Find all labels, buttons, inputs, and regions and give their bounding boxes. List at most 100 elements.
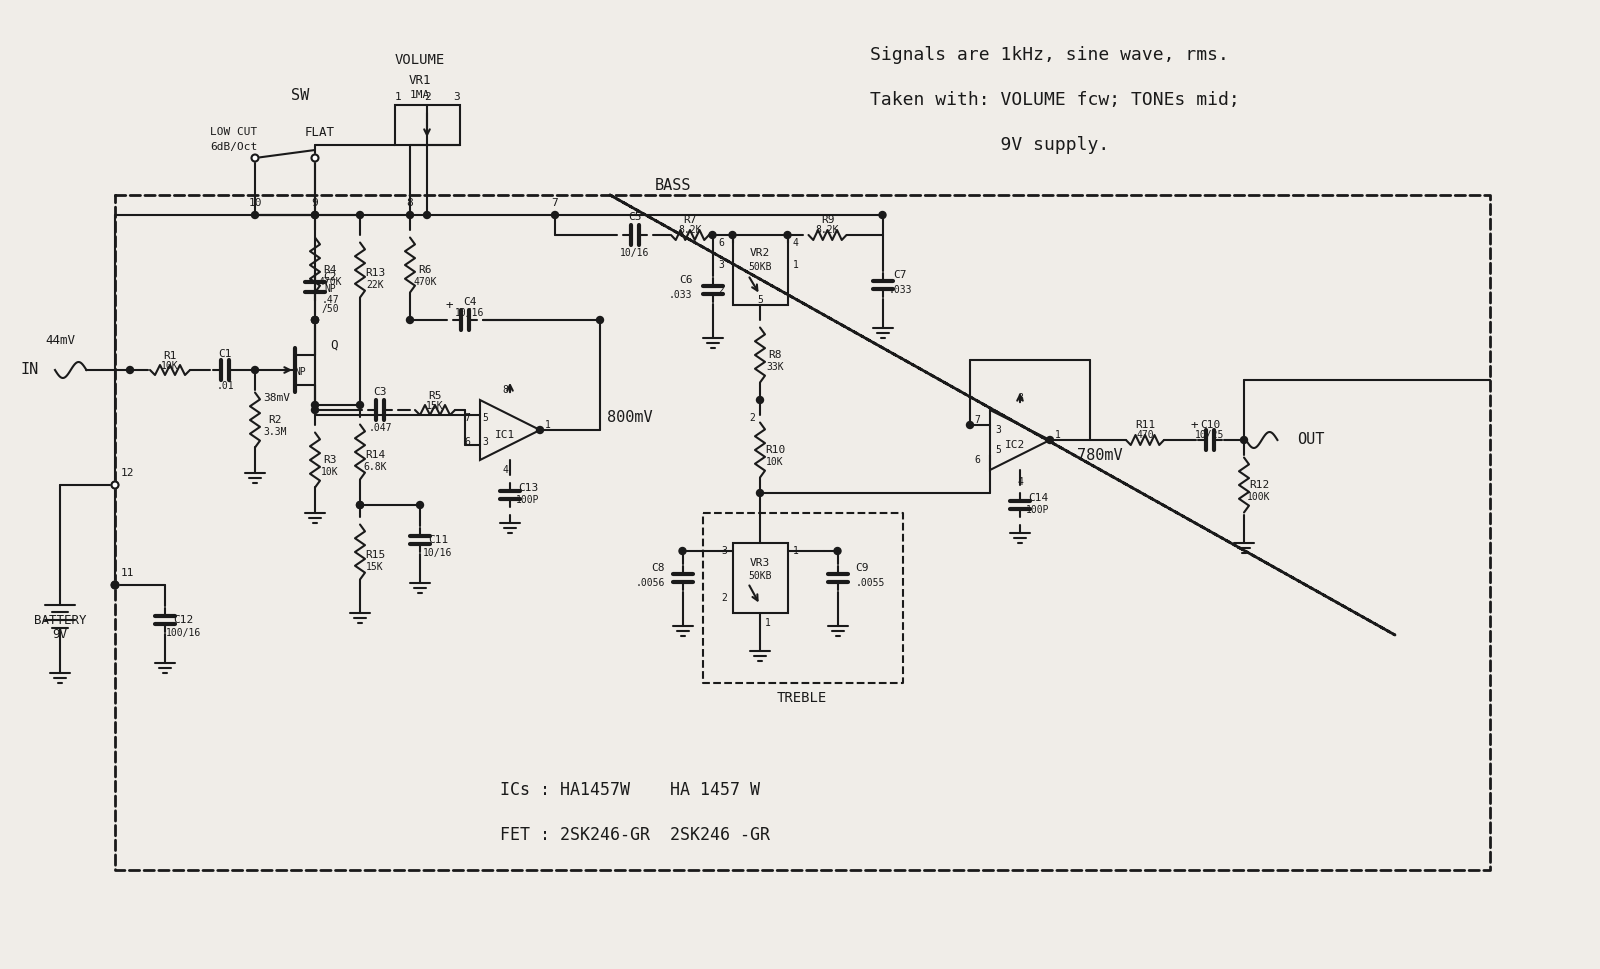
- Text: C13: C13: [518, 483, 538, 493]
- Text: R8: R8: [768, 350, 782, 360]
- Bar: [395, 105, 461, 145]
- Text: SW: SW: [291, 87, 309, 103]
- Text: 22K: 22K: [366, 280, 384, 290]
- Text: 10K: 10K: [322, 467, 339, 477]
- Text: .47: .47: [322, 295, 339, 305]
- Text: 100P: 100P: [517, 495, 539, 505]
- Circle shape: [709, 232, 717, 238]
- Text: 3.3M: 3.3M: [264, 427, 286, 437]
- Circle shape: [597, 317, 603, 324]
- Text: VR1: VR1: [408, 74, 432, 86]
- Text: 4: 4: [502, 465, 507, 475]
- Circle shape: [126, 366, 133, 373]
- Text: .0055: .0055: [856, 578, 885, 588]
- Circle shape: [251, 366, 259, 373]
- Bar: [733, 235, 787, 305]
- Text: Q: Q: [330, 338, 338, 352]
- Text: 38mV: 38mV: [262, 393, 290, 403]
- Text: 7: 7: [464, 413, 470, 423]
- Text: TREBLE: TREBLE: [778, 691, 827, 705]
- Text: 44mV: 44mV: [45, 333, 75, 347]
- Text: 1: 1: [765, 618, 771, 628]
- Text: R1: R1: [163, 351, 176, 361]
- Text: R7: R7: [683, 215, 696, 225]
- Text: R13: R13: [365, 268, 386, 278]
- Text: 10K: 10K: [766, 457, 784, 467]
- Text: 3: 3: [995, 425, 1002, 435]
- Text: C4: C4: [464, 297, 477, 307]
- Text: 6: 6: [718, 238, 725, 248]
- Text: 12: 12: [120, 468, 134, 478]
- Text: 3: 3: [722, 546, 728, 556]
- Text: 7: 7: [552, 198, 558, 208]
- Text: 8: 8: [502, 385, 507, 395]
- Text: 9V supply.: 9V supply.: [870, 136, 1109, 154]
- Text: C11: C11: [427, 535, 448, 545]
- Text: VR2: VR2: [750, 248, 770, 258]
- Text: C2: C2: [323, 272, 336, 282]
- Circle shape: [112, 581, 118, 588]
- Circle shape: [312, 401, 318, 409]
- Text: 3: 3: [718, 260, 725, 270]
- Circle shape: [357, 502, 363, 509]
- Text: 6dB/Oct: 6dB/Oct: [210, 142, 258, 152]
- Text: 50KB: 50KB: [749, 571, 771, 581]
- Text: Signals are 1kHz, sine wave, rms.: Signals are 1kHz, sine wave, rms.: [870, 46, 1229, 64]
- Text: 2: 2: [718, 285, 725, 295]
- Text: 100K: 100K: [1248, 492, 1270, 502]
- Circle shape: [251, 211, 259, 218]
- Text: 9: 9: [312, 198, 318, 208]
- Circle shape: [312, 407, 318, 414]
- Text: R10: R10: [765, 445, 786, 455]
- Text: 4: 4: [792, 238, 798, 248]
- Text: 50KB: 50KB: [749, 262, 771, 272]
- Circle shape: [1046, 436, 1053, 444]
- Text: BASS: BASS: [654, 177, 691, 193]
- Text: 10/16: 10/16: [621, 248, 650, 258]
- Text: 10/16: 10/16: [456, 308, 485, 318]
- Text: +: +: [1190, 420, 1198, 432]
- Text: 5: 5: [757, 295, 763, 305]
- Circle shape: [312, 211, 318, 218]
- Text: C7: C7: [894, 270, 907, 280]
- Circle shape: [834, 547, 842, 554]
- Text: 8.2K: 8.2K: [678, 225, 702, 235]
- Text: 4: 4: [1018, 477, 1022, 487]
- Text: 1MA: 1MA: [410, 90, 430, 100]
- Text: VR3: VR3: [750, 558, 770, 568]
- Text: 2: 2: [722, 593, 728, 603]
- Text: 470: 470: [1136, 430, 1154, 440]
- Text: 6: 6: [974, 455, 979, 465]
- Text: 100P: 100P: [1026, 505, 1050, 515]
- Text: Taken with: VOLUME fcw; TONEs mid;: Taken with: VOLUME fcw; TONEs mid;: [870, 91, 1240, 109]
- Text: 2: 2: [424, 92, 430, 102]
- Text: C5: C5: [629, 212, 642, 222]
- Text: ICs : HA1457W    HA 1457 W: ICs : HA1457W HA 1457 W: [499, 781, 760, 799]
- Text: C3: C3: [373, 387, 387, 397]
- Text: 5: 5: [995, 445, 1002, 455]
- Circle shape: [406, 211, 413, 218]
- Text: C1: C1: [218, 349, 232, 359]
- Text: R4: R4: [323, 265, 336, 275]
- Text: 5: 5: [482, 413, 488, 423]
- Text: 8: 8: [1018, 393, 1022, 403]
- Circle shape: [416, 502, 424, 509]
- Circle shape: [251, 154, 259, 162]
- Text: .01: .01: [216, 381, 234, 391]
- Text: 8: 8: [406, 198, 413, 208]
- Text: 1: 1: [792, 546, 798, 556]
- Text: 33K: 33K: [766, 362, 784, 372]
- Text: IN: IN: [19, 362, 38, 378]
- Text: 2: 2: [749, 413, 755, 423]
- Circle shape: [357, 211, 363, 218]
- Circle shape: [112, 581, 118, 588]
- Circle shape: [730, 232, 736, 238]
- Circle shape: [757, 396, 763, 403]
- Text: NP: NP: [294, 367, 306, 377]
- Text: 6.8K: 6.8K: [363, 462, 387, 472]
- Text: 10/25: 10/25: [1195, 430, 1224, 440]
- Text: 3: 3: [482, 437, 488, 447]
- Circle shape: [312, 317, 318, 324]
- Circle shape: [112, 482, 118, 488]
- Circle shape: [312, 154, 318, 162]
